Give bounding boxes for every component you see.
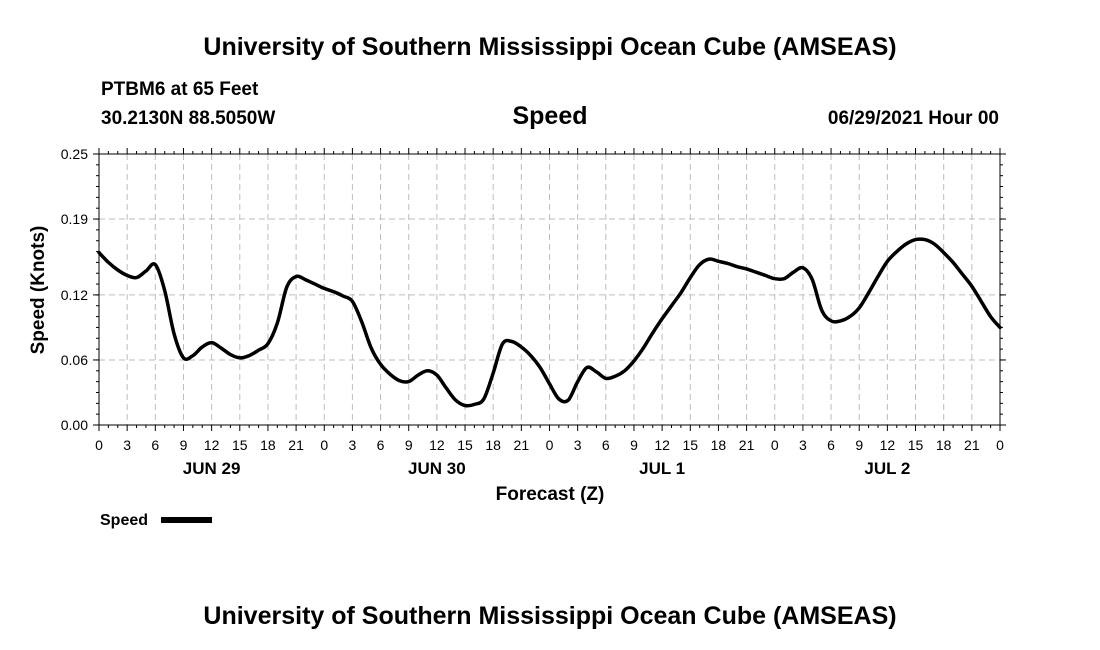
x-tick-label: 15 <box>908 437 924 453</box>
x-tick-label: 3 <box>574 437 582 453</box>
x-tick-label: 21 <box>739 437 755 453</box>
top-title: University of Southern Mississippi Ocean… <box>203 33 896 61</box>
x-tick-label: 18 <box>260 437 276 453</box>
speed-series-line <box>97 237 1002 408</box>
grid <box>99 154 1000 425</box>
location-label: 30.2130N 88.5050W <box>101 108 275 129</box>
bottom-title: University of Southern Mississippi Ocean… <box>203 602 896 630</box>
x-tick-label: 0 <box>546 437 554 453</box>
x-tick-label: 12 <box>654 437 670 453</box>
x-axis-label: Forecast (Z) <box>496 484 605 505</box>
station-label: PTBM6 at 65 Feet <box>101 79 259 100</box>
x-tick-label: 21 <box>288 437 304 453</box>
date-label: JUL 2 <box>864 459 910 478</box>
x-tick-label: 12 <box>880 437 896 453</box>
x-tick-label: 9 <box>855 437 863 453</box>
x-tick-label: 12 <box>204 437 220 453</box>
datetime-label: 06/29/2021 Hour 00 <box>828 108 999 129</box>
x-tick-label: 21 <box>514 437 530 453</box>
date-labels: JUN 29 JUN 30 JUL 1 JUL 2 <box>183 459 911 478</box>
legend-swatch <box>161 517 212 523</box>
x-tick-label: 6 <box>377 437 385 453</box>
x-tick-label: 18 <box>936 437 952 453</box>
x-tick-label: 0 <box>95 437 103 453</box>
x-tick-label: 0 <box>320 437 328 453</box>
date-label: JUN 29 <box>183 459 241 478</box>
y-axis: 0.00 0.06 0.12 0.19 0.25 <box>61 146 1006 433</box>
y-tick-label: 0.19 <box>61 211 88 227</box>
date-label: JUL 1 <box>639 459 685 478</box>
x-tick-label: 9 <box>630 437 638 453</box>
x-tick-label: 12 <box>429 437 445 453</box>
x-tick-label: 21 <box>964 437 980 453</box>
x-tick-label: 3 <box>349 437 357 453</box>
y-tick-label: 0.06 <box>61 352 88 368</box>
legend-label: Speed <box>100 512 148 529</box>
y-axis-label: Speed (Knots) <box>28 226 49 355</box>
legend: Speed <box>100 512 212 529</box>
x-tick-label: 9 <box>180 437 188 453</box>
y-tick-label: 0.00 <box>61 417 88 433</box>
x-tick-label: 18 <box>711 437 727 453</box>
x-tick-label: 18 <box>485 437 501 453</box>
x-tick-label: 6 <box>602 437 610 453</box>
y-tick-label: 0.12 <box>61 287 88 303</box>
y-tick-label: 0.25 <box>61 146 88 162</box>
x-tick-label: 3 <box>799 437 807 453</box>
x-tick-label: 0 <box>771 437 779 453</box>
x-tick-label: 15 <box>457 437 473 453</box>
x-tick-label: 15 <box>682 437 698 453</box>
x-tick-label: 3 <box>123 437 131 453</box>
x-tick-label: 0 <box>996 437 1004 453</box>
x-tick-label: 9 <box>405 437 413 453</box>
x-tick-label: 6 <box>827 437 835 453</box>
plot-frame <box>98 153 1001 426</box>
x-tick-label: 6 <box>151 437 159 453</box>
date-label: JUN 30 <box>408 459 466 478</box>
x-tick-label: 15 <box>232 437 248 453</box>
chart-title: Speed <box>512 102 587 130</box>
